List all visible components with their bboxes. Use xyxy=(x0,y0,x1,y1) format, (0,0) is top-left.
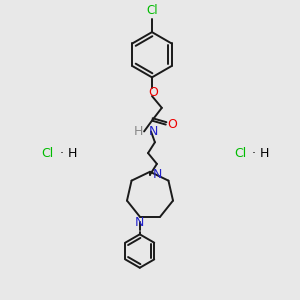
Text: Cl: Cl xyxy=(146,4,158,17)
Text: N: N xyxy=(153,168,162,181)
Text: Cl: Cl xyxy=(234,147,246,160)
Text: · H: · H xyxy=(248,147,270,160)
Text: · H: · H xyxy=(56,147,77,160)
Text: Cl: Cl xyxy=(41,147,54,160)
Text: N: N xyxy=(135,216,144,229)
Text: H: H xyxy=(134,125,143,138)
Text: O: O xyxy=(168,118,178,131)
Text: O: O xyxy=(148,85,158,99)
Text: N: N xyxy=(149,125,158,138)
